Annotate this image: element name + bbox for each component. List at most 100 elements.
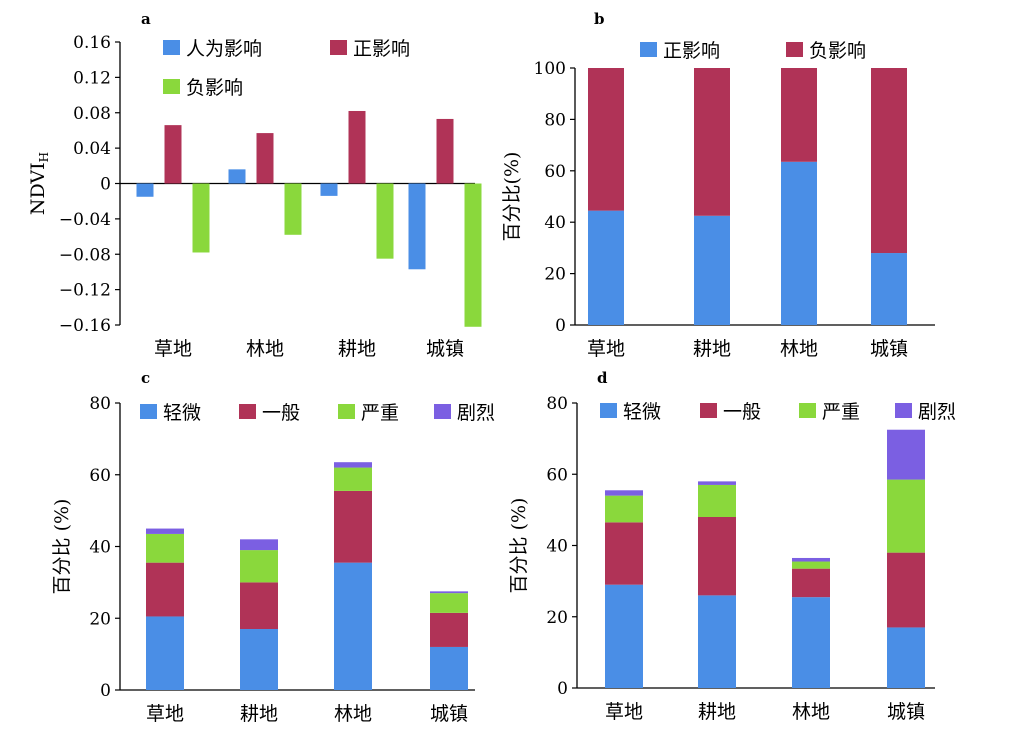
bar-segment <box>430 612 468 647</box>
panel-a: 0.16 0.12 0.08 0.04 0 −0.04 −0.08 −0.12 −0.16 草地 林… <box>27 10 482 360</box>
bar-segment <box>887 627 925 688</box>
bar-segment <box>240 550 278 583</box>
y-tick-label: −0.08 <box>59 245 111 265</box>
bar <box>408 183 426 270</box>
legend-swatch <box>163 79 180 94</box>
bar-segment <box>146 533 184 563</box>
x-category-label: 林地 <box>780 338 818 360</box>
legend-label: 严重 <box>822 401 860 423</box>
y-tick-label: 100 <box>534 59 566 79</box>
bar-segment <box>588 68 624 211</box>
bar-segment <box>588 210 624 325</box>
legend-swatch <box>140 404 157 419</box>
legend-label: 一般 <box>262 402 300 424</box>
bar-segment <box>605 584 643 688</box>
y-tick-label: 0.12 <box>73 68 111 88</box>
bar-segment <box>240 629 278 690</box>
x-category-label: 城镇 <box>887 701 925 723</box>
x-category-label: 耕地 <box>240 703 278 725</box>
bar <box>464 183 482 327</box>
bar-segment <box>334 462 372 468</box>
bar-segment <box>694 68 730 216</box>
bar <box>348 110 366 184</box>
bar-segment <box>792 568 830 598</box>
bar-segment <box>887 552 925 628</box>
bar <box>320 183 338 196</box>
bar <box>284 183 302 235</box>
bar-segment <box>240 582 278 630</box>
panel-label: d <box>597 369 608 387</box>
bar <box>228 169 246 184</box>
x-category-label: 林地 <box>246 338 284 360</box>
y-tick-label: 20 <box>544 265 566 285</box>
y-tick-label: 80 <box>546 394 568 414</box>
legend-label: 一般 <box>723 401 761 423</box>
bar-segment <box>605 490 643 496</box>
y-tick-label: −0.12 <box>59 281 111 301</box>
legend-swatch <box>330 40 347 55</box>
bar <box>136 183 154 197</box>
y-tick-label: 0 <box>557 679 568 699</box>
y-tick-label: −0.04 <box>59 210 111 230</box>
bar-segment <box>146 528 184 534</box>
y-tick-label: 40 <box>546 537 568 557</box>
x-category-label: 草地 <box>146 703 184 725</box>
y-tick-label: 0.08 <box>73 104 111 124</box>
bar-segment <box>871 68 907 254</box>
bar <box>256 133 274 184</box>
y-tick-label: 40 <box>89 538 111 558</box>
y-tick-label: 20 <box>546 608 568 628</box>
bar-segment <box>792 561 830 569</box>
y-tick-label: 0.04 <box>73 139 111 159</box>
bar-segment <box>430 646 468 690</box>
legend-swatch <box>799 403 816 418</box>
bar <box>192 183 210 253</box>
x-category-label: 林地 <box>792 701 830 723</box>
y-axis-title: 百分比 (%) <box>51 499 73 595</box>
x-category-label: 耕地 <box>338 338 376 360</box>
bar-segment <box>240 539 278 551</box>
x-category-label: 城镇 <box>430 703 468 725</box>
legend-swatch <box>600 403 617 418</box>
bar-segment <box>871 253 907 325</box>
y-tick-label: 80 <box>89 394 111 414</box>
y-tick-label: −0.16 <box>59 316 111 336</box>
bar-segment <box>698 481 736 485</box>
bar-segment <box>698 517 736 596</box>
bar-segment <box>605 522 643 585</box>
y-tick-label: 40 <box>544 213 566 233</box>
legend-label: 负影响 <box>809 40 866 62</box>
y-tick-label: 60 <box>89 466 111 486</box>
y-tick-label: 60 <box>546 465 568 485</box>
x-category-label: 耕地 <box>698 701 736 723</box>
y-tick-label: 20 <box>89 609 111 629</box>
y-axis-title: NDVIH <box>27 152 51 215</box>
panel-label: a <box>141 10 151 28</box>
panel-label: b <box>594 10 605 28</box>
legend-swatch <box>338 404 355 419</box>
legend-label: 严重 <box>361 402 399 424</box>
x-category-label: 林地 <box>334 703 372 725</box>
bar-segment <box>605 495 643 523</box>
legend-swatch <box>163 40 180 55</box>
x-category-label: 城镇 <box>426 338 464 360</box>
bar <box>164 125 182 184</box>
y-axis-title: 百分比(%) <box>501 152 523 242</box>
bar-segment <box>430 591 468 594</box>
bar-segment <box>334 490 372 563</box>
legend-label: 负影响 <box>186 77 243 99</box>
bar-segment <box>887 429 925 480</box>
bar-segment <box>146 562 184 617</box>
y-tick-label: 0.16 <box>73 33 111 53</box>
bar-segment <box>781 161 817 325</box>
y-axis-title: 百分比 (%) <box>508 498 530 594</box>
x-category-label: 草地 <box>605 701 643 723</box>
bar-segment <box>887 479 925 553</box>
legend-label: 正影响 <box>353 38 410 60</box>
bar <box>436 118 454 184</box>
y-tick-label: 0 <box>100 175 111 195</box>
y-tick-label: 80 <box>544 110 566 130</box>
y-tick-label: 60 <box>544 162 566 182</box>
